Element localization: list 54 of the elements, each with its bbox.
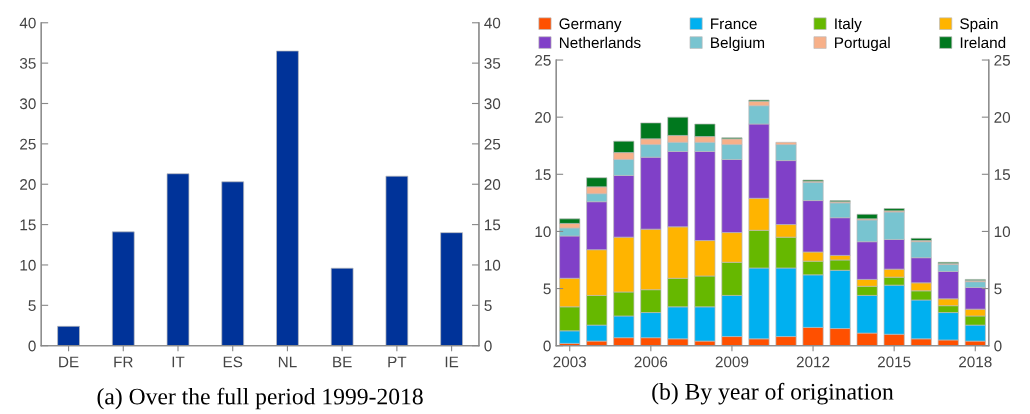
y-tick-label: 5 (28, 300, 36, 312)
y2-tick-label: 0 (994, 340, 1002, 352)
x-tick-label: 2003 (553, 356, 587, 368)
x-tick-label: IT (172, 356, 185, 368)
y2-tick-label: 10 (484, 259, 501, 271)
legend-label: Belgium (711, 36, 765, 52)
y2-tick-label: 35 (484, 58, 501, 69)
y-tick-label: 10 (20, 259, 36, 271)
x-tick-label: 2015 (877, 356, 911, 368)
y-tick-label: 0 (543, 340, 551, 352)
y2-tick-label: 20 (994, 112, 1011, 123)
x-tick-label: IE (445, 356, 459, 368)
y-tick-label: 35 (19, 58, 36, 69)
text: (b) By year of origination (652, 382, 894, 405)
y-tick-label: 20 (535, 112, 551, 123)
y-tick-label: 20 (20, 179, 36, 190)
legend-label: Portugal (835, 36, 890, 52)
x-tick-label: FR (114, 356, 133, 368)
y2-tick-label: 5 (994, 283, 1002, 295)
x-tick-label: BE (333, 356, 352, 368)
y2-tick-label: 10 (994, 226, 1011, 238)
y2-tick-label: 40 (484, 17, 501, 29)
y-tick-label: 25 (20, 138, 36, 150)
y-tick-label: 30 (19, 98, 36, 110)
y2-tick-label: 5 (484, 300, 492, 312)
y2-tick-label: 15 (484, 219, 501, 231)
y-tick-label: 40 (19, 17, 36, 29)
y2-tick-label: 20 (484, 179, 501, 190)
y-tick-label: 5 (543, 283, 551, 295)
legend-label: Netherlands (559, 36, 641, 49)
y-tick-label: 15 (535, 169, 551, 180)
x-tick-label: 2018 (959, 356, 992, 368)
y2-tick-label: 30 (484, 98, 501, 110)
x-tick-label: ES (223, 356, 243, 368)
legend-label: Germany (559, 18, 622, 33)
legend-label: Italy (835, 17, 862, 33)
legend-label: France (711, 18, 757, 30)
y2-tick-label: 0 (484, 340, 492, 352)
x-tick-label: DE (59, 356, 79, 368)
x-tick-label: 2006 (634, 356, 668, 368)
legend-label: Spain (960, 17, 998, 33)
y-tick-label: 0 (28, 340, 36, 352)
text: (a) Over the full period 1999-2018 (97, 387, 423, 410)
x-tick-label: NL (278, 356, 297, 368)
legend-label: Ireland (960, 36, 1006, 49)
y-tick-label: 15 (20, 219, 36, 231)
x-tick-label: 2009 (715, 356, 749, 368)
y2-tick-label: 25 (484, 138, 501, 150)
y-tick-label: 10 (535, 226, 551, 238)
x-tick-label: 2012 (796, 356, 830, 368)
y2-tick-label: 25 (994, 54, 1011, 66)
y2-tick-label: 15 (994, 169, 1011, 180)
x-tick-label: PT (388, 356, 407, 368)
y-tick-label: 25 (535, 54, 551, 66)
